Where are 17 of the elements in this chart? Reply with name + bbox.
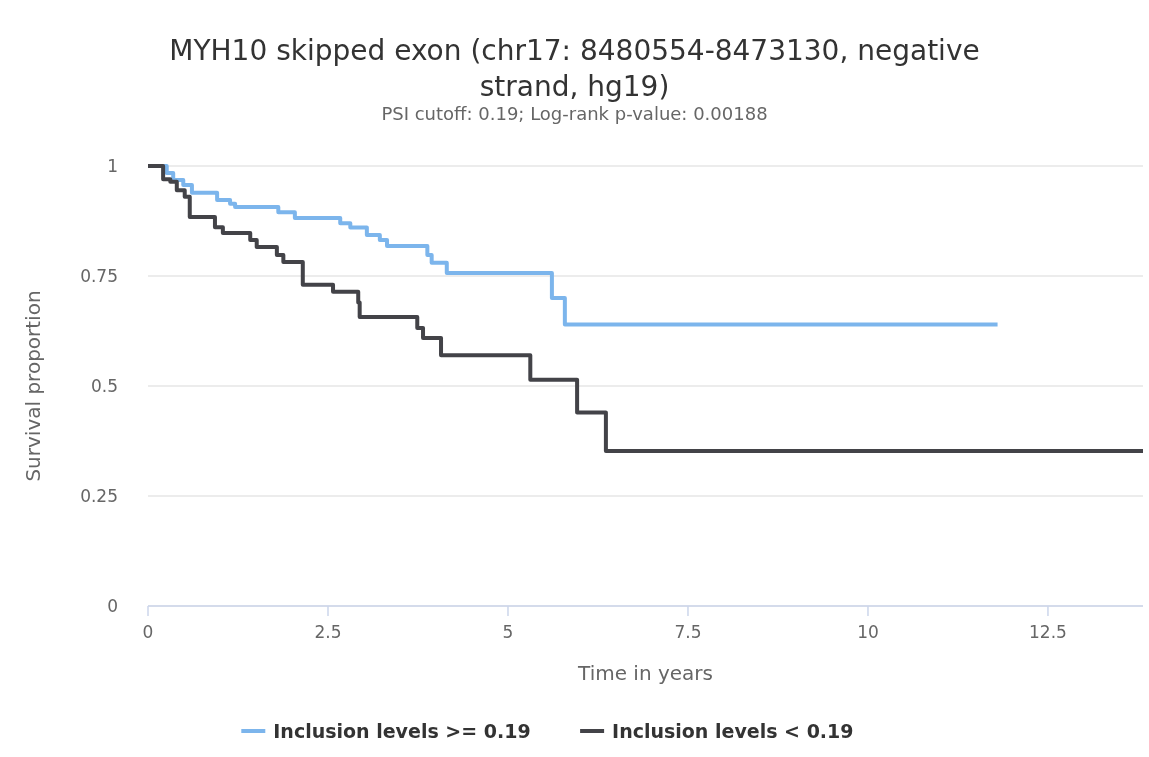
x-axis-title: Time in years	[577, 661, 713, 685]
y-tick-label: 0.75	[80, 266, 118, 286]
chart-title: MYH10 skipped exon (chr17: 8480554-8473130, negative strand, hg19)	[169, 34, 980, 103]
y-tick-label: 0.5	[90, 376, 118, 396]
x-tick-label: 0	[142, 622, 154, 642]
x-tick-label: 7.5	[674, 622, 702, 642]
x-tick-label: 5	[502, 622, 514, 642]
legend-label: Inclusion levels < 0.19	[612, 720, 854, 742]
y-tick-label: 0.25	[80, 486, 118, 506]
y-tick-label: 1	[107, 156, 118, 176]
x-tick-label: 2.5	[314, 622, 342, 642]
chart-subtitle: PSI cutoff: 0.19; Log-rank p-value: 0.00188	[381, 103, 768, 124]
legend-label: Inclusion levels >= 0.19	[273, 720, 531, 742]
y-axis-title: Survival proportion	[21, 290, 45, 482]
y-tick-label: 0	[107, 596, 118, 616]
x-tick-label: 10	[857, 622, 879, 642]
x-tick-label: 12.5	[1029, 622, 1067, 642]
